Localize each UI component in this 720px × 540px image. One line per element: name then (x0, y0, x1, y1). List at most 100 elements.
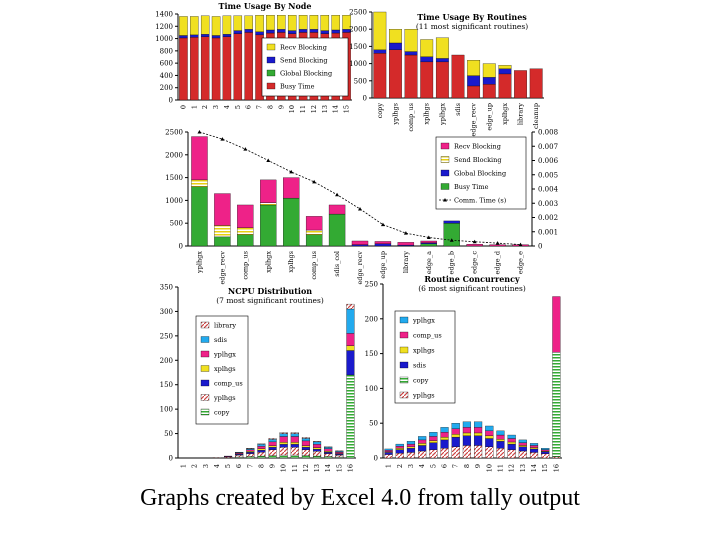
chart1-xtick-label: edge_recv (470, 103, 478, 137)
chart0-bar-send-blocking (190, 34, 199, 38)
chart0-xtick-label: 12 (310, 105, 318, 113)
chart3-bar-library (257, 443, 266, 445)
chart4-bar-yplhgs (406, 452, 416, 459)
chart3-legend-swatch (200, 336, 210, 343)
chart3-bar-sdis (290, 433, 299, 437)
chart0-xtick-label: 11 (299, 105, 307, 113)
chart1-bar-busy-time (420, 61, 434, 99)
chart3-bar-library (246, 448, 255, 449)
chart3-bar-copy (290, 454, 299, 459)
chart3-ytick-label: 150 (160, 381, 173, 389)
chart3-bar-library (313, 441, 322, 443)
chart2-xtick-label: edge_e (517, 251, 525, 274)
chart4-legend-label: yplhgs (412, 392, 435, 400)
chart0-bar-busy-time (211, 37, 221, 101)
chart3-bar-sdis (279, 433, 288, 437)
chart3-bar-yplhgs (235, 454, 244, 458)
chart3-bar-yplhgx (246, 449, 255, 452)
chart4-bar-sdis (440, 439, 449, 449)
chart3-bar-sdis (301, 438, 310, 442)
chart2-y2tick-label: 0.005 (538, 171, 558, 179)
chart0-xtick-label: 6 (245, 105, 253, 109)
chart4-bar-comp-us (384, 450, 393, 452)
chart0-ytick-label: 800 (160, 47, 173, 55)
chart4-bar-comp-us (462, 427, 471, 434)
chart1-ytick-label: 2000 (349, 26, 367, 34)
chart2-xtick-label: xplhgx (264, 251, 272, 273)
chart0-bar-send-blocking (320, 30, 330, 34)
chart4-bar-yplhgx (541, 448, 550, 450)
chart3-bar-xplhgs (301, 445, 310, 448)
chart4-bar-yplhgx (462, 421, 471, 428)
chart3-bar-comp-us (301, 447, 310, 450)
chart0-bar-busy-time (244, 32, 253, 101)
chart0-bar-send-blocking (331, 29, 340, 34)
chart0-xtick-label: 14 (332, 105, 340, 113)
chart0-bar-recv-blocking (342, 15, 351, 30)
chart3-xtick-label: 5 (224, 464, 232, 468)
chart3-bar-library (279, 432, 288, 434)
chart3-legend-label: yplhgx (213, 351, 236, 359)
chart0-bar-send-blocking (179, 35, 188, 39)
chart0-xtick-label: 3 (212, 105, 220, 109)
slide-caption: Graphs created by Excel 4.0 from tally o… (140, 485, 580, 511)
chart3-xtick-label: 16 (346, 464, 354, 472)
chart1-title: Time Usage By Routines (417, 12, 527, 22)
chart4-bar-yplhgs (529, 452, 539, 459)
chart0-bar-recv-blocking (200, 15, 210, 35)
chart3-xtick-label: 9 (269, 464, 277, 468)
chart2-bar-send-blocking (191, 179, 208, 187)
chart2-ytick-label: 500 (170, 220, 183, 228)
chart2-bar-global-blocking (443, 220, 460, 224)
chart2-ytick-label: 2500 (165, 129, 183, 137)
chart3-bar-yplhgx (224, 455, 233, 457)
chart3-legend-label: library (214, 322, 236, 330)
chart3-bar-comp-us (257, 450, 266, 453)
chart3-bar-comp-us (279, 444, 288, 448)
chart3-xtick-label: 3 (202, 464, 210, 468)
chart1-bar-send-blocking (389, 42, 402, 50)
chart4-bar-yplhgs (462, 445, 471, 459)
chart3-legend-swatch (200, 321, 210, 329)
chart4-legend-swatch (399, 391, 409, 399)
chart3-ytick-label: 50 (164, 430, 173, 438)
chart4-bar-sdis (384, 452, 393, 455)
chart2-bar-recv-blocking (351, 240, 369, 245)
chart4-xtick-label: 14 (530, 464, 538, 472)
chart2-line-point (380, 222, 385, 227)
chart3-xtick-label: 10 (280, 464, 288, 472)
chart2-bar-recv-blocking (237, 204, 254, 228)
chart3-bar-comp-us (268, 447, 277, 450)
chart4-bar-sdis (406, 448, 416, 453)
chart0-bar-send-blocking (277, 29, 286, 33)
chart4-bar-sdis (518, 446, 527, 452)
chart0-legend-label: Global Blocking (280, 70, 332, 78)
chart3-xtick-label: 12 (302, 464, 310, 472)
chart1-subtitle: (11 most significant routines) (416, 22, 528, 31)
chart4-bar-comp-us (418, 439, 427, 444)
chart4-bar-sdis (474, 435, 483, 446)
chart3-legend-label: sdis (214, 336, 227, 344)
chart4-bar-yplhgx (406, 441, 416, 445)
chart4-bar-yplhgs (518, 450, 527, 459)
chart4-bar-xplhgs (474, 432, 483, 436)
chart4-bar-yplhgs (485, 446, 494, 459)
chart0-bar-recv-blocking (179, 16, 188, 36)
chart4-legend-label: comp_us (413, 332, 442, 340)
chart4-bar-xplhgs (518, 445, 527, 448)
chart4-xtick-label: 15 (541, 464, 549, 472)
chart4-legend-swatch (399, 361, 409, 369)
chart2-xtick-label: edge_d (494, 251, 502, 274)
chart0-ytick-label: 400 (160, 72, 173, 80)
chart3-bar-yplhgx (290, 436, 299, 443)
chart4-xtick-label: 10 (485, 464, 493, 472)
chart3-bar-library (335, 450, 344, 452)
chart1-bar-recv-blocking (482, 63, 496, 78)
chart1-xtick-label: sdis (454, 103, 462, 116)
chart2-y2tick-label: 0.002 (538, 214, 558, 222)
chart2-bar-busy-time (260, 204, 277, 247)
chart3-bar-copy (279, 454, 288, 459)
chart0-xtick-label: 7 (256, 105, 264, 109)
chart4-subtitle: (6 most significant routines) (418, 284, 526, 293)
